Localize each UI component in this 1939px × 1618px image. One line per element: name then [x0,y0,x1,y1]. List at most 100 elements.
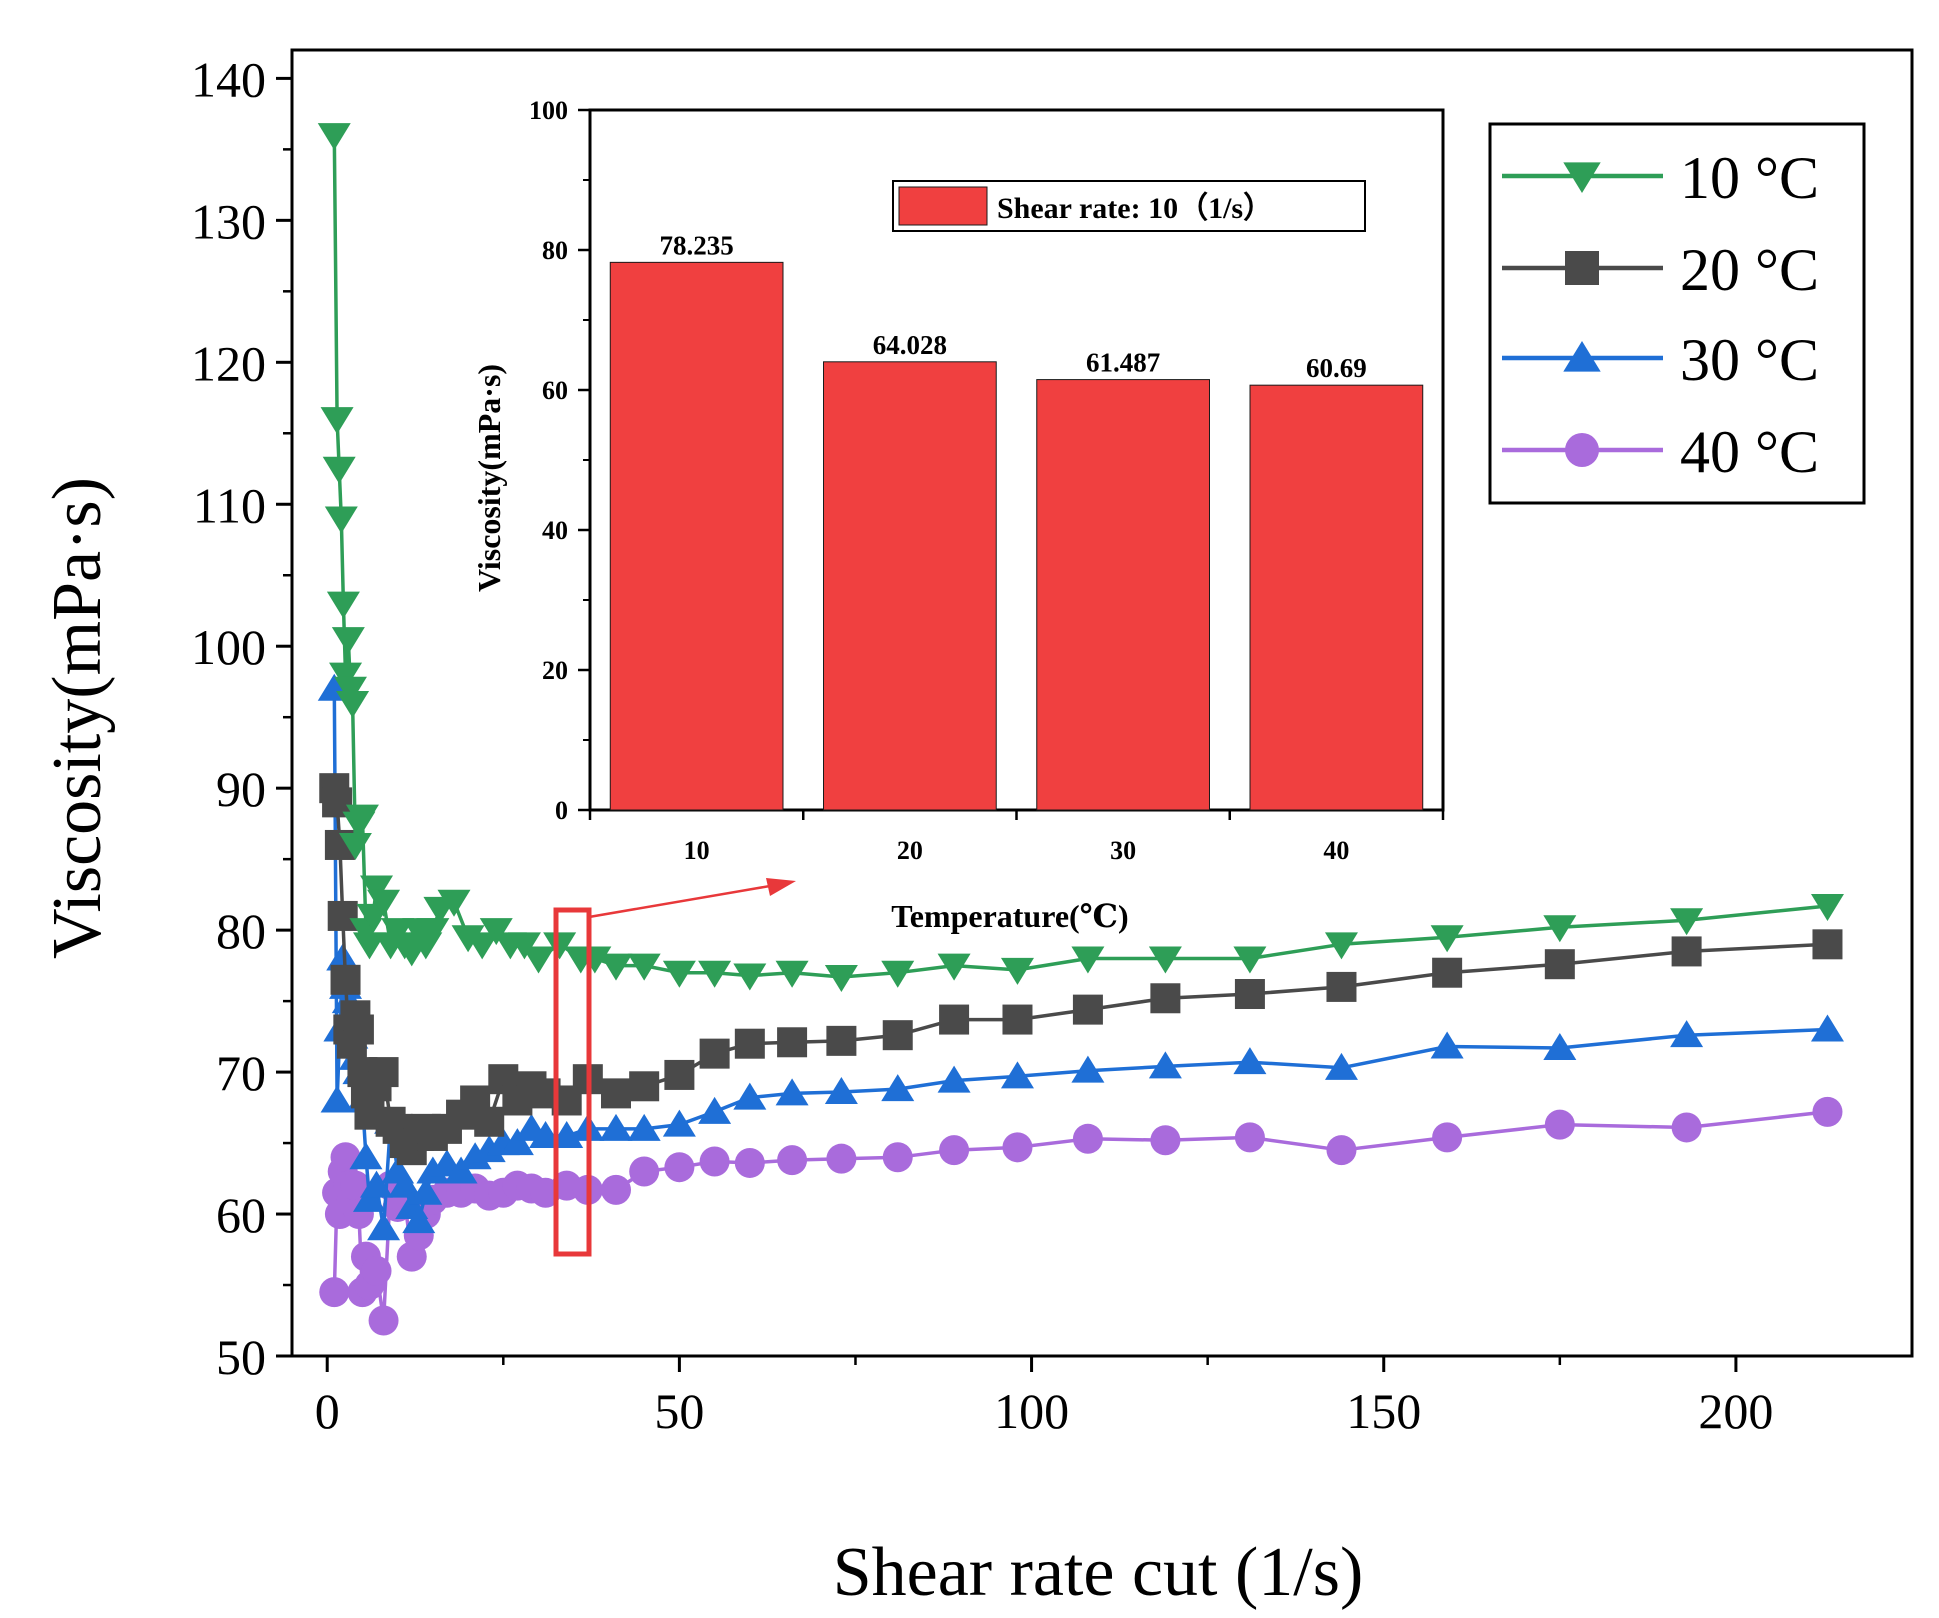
main-y-axis-title: Viscosity(mPa·s) [39,477,116,959]
series-20c [319,773,1843,1166]
data-point-30c [1670,1020,1704,1048]
data-point-10c [522,946,556,974]
legend-label-20c: 20 °C [1680,237,1819,303]
data-point-20c [777,1027,808,1058]
bar-10 [609,261,784,811]
series-10c [317,123,1844,992]
data-point-20c [1544,949,1575,980]
bar-value-label-40: 60.69 [1306,353,1367,383]
data-point-10c [881,960,915,988]
data-point-40c [777,1145,808,1176]
data-point-20c [629,1071,660,1102]
data-point-10c [1324,932,1358,960]
inset-y-tick-label: 80 [542,236,568,265]
bar-20 [823,361,997,811]
data-point-10c [1430,925,1464,953]
data-point-20c [601,1078,631,1109]
data-point-40c [1072,1123,1103,1154]
data-point-30c [326,943,360,971]
data-point-20c [368,1057,399,1088]
main-y-tick-label: 70 [216,1045,266,1101]
data-point-10c [331,627,365,655]
bar-30 [1036,379,1210,811]
legend-marker-30c [1563,341,1601,372]
data-point-10c [360,875,394,903]
data-point-10c [1233,946,1267,974]
data-point-40c [629,1156,660,1187]
data-point-10c [698,960,732,988]
data-point-40c [1812,1096,1843,1127]
data-point-10c [381,918,415,946]
bar-value-label-30: 61.487 [1086,348,1160,378]
data-point-10c [1810,893,1844,921]
data-point-40c [1234,1122,1265,1153]
data-point-10c [416,918,450,946]
data-point-40c [1150,1125,1181,1156]
inset-y-tick-label: 0 [555,796,568,825]
data-point-30c [349,1142,383,1170]
data-point-10c [326,591,360,619]
main-y-tick-label: 50 [216,1329,266,1385]
data-point-10c [1670,908,1704,936]
data-point-40c [1544,1109,1575,1140]
arrow-line [588,884,771,919]
data-point-20c [1234,979,1265,1010]
data-point-30c [388,1170,422,1198]
inset-bar-chart: 78.235 10 64.028 20 61.487 30 60.69 40 0 20 40 60 80… [529,96,1445,865]
data-point-30c [775,1078,809,1106]
data-point-10c [324,506,358,534]
data-point-10c [322,456,356,484]
data-point-20c [474,1106,505,1137]
data-point-20c [882,1020,913,1051]
data-point-30c [698,1096,732,1124]
data-point-40c [1432,1122,1463,1153]
data-point-10c [1000,957,1034,985]
data-point-30c [1071,1055,1105,1083]
data-point-20c [699,1038,730,1069]
bar-value-label-10: 78.235 [660,230,734,260]
main-x-tick-label: 100 [994,1383,1069,1439]
inset-x-tick-label: 30 [1110,836,1136,865]
data-point-30c [402,1206,436,1234]
data-point-30c [367,1213,401,1241]
data-point-40c [1671,1112,1702,1143]
data-point-20c [343,1014,374,1045]
data-point-30c [500,1128,534,1156]
data-point-30c [1324,1052,1358,1080]
bar-40 [1249,384,1424,811]
inset-legend-swatch [898,186,988,226]
main-x-tick-label: 150 [1346,1383,1421,1439]
data-point-30c [1430,1031,1464,1059]
data-point-30c [824,1076,858,1104]
data-point-20c [330,964,361,995]
inset-x-axis-title: Temperature(℃) [891,898,1128,934]
legend-label-10c: 10 °C [1680,145,1819,211]
data-point-30c [320,1085,354,1113]
data-point-20c [1812,929,1843,960]
main-plot-frame [290,48,1914,1358]
data-point-40c [882,1142,913,1173]
data-point-30c [1000,1061,1034,1089]
data-point-30c [1233,1047,1267,1075]
data-point-30c [409,1177,443,1205]
data-point-10c [352,932,386,960]
main-y-tick-label: 110 [193,477,266,533]
inset-x-tick-label: 20 [897,836,923,865]
bar-value-label-20: 64.028 [873,330,947,360]
main-y-tick-label: 130 [191,193,266,249]
legend-label-40c: 40 °C [1680,419,1819,485]
main-y-tick-label: 90 [216,761,266,817]
data-point-10c [937,953,971,981]
data-point-30c [472,1135,506,1163]
main-legend: 10 °C 20 °C 30 °C 40 °C [1488,122,1866,505]
data-point-10c [451,925,485,953]
data-point-10c [507,932,541,960]
data-point-40c [734,1147,765,1178]
data-point-20c [1150,983,1181,1014]
data-point-30c [352,1184,386,1212]
main-y-tick-label: 80 [216,903,266,959]
data-point-10c [627,953,661,981]
data-point-10c [465,932,499,960]
data-point-40c [601,1174,631,1205]
inset-y-tick-label: 20 [542,656,568,685]
